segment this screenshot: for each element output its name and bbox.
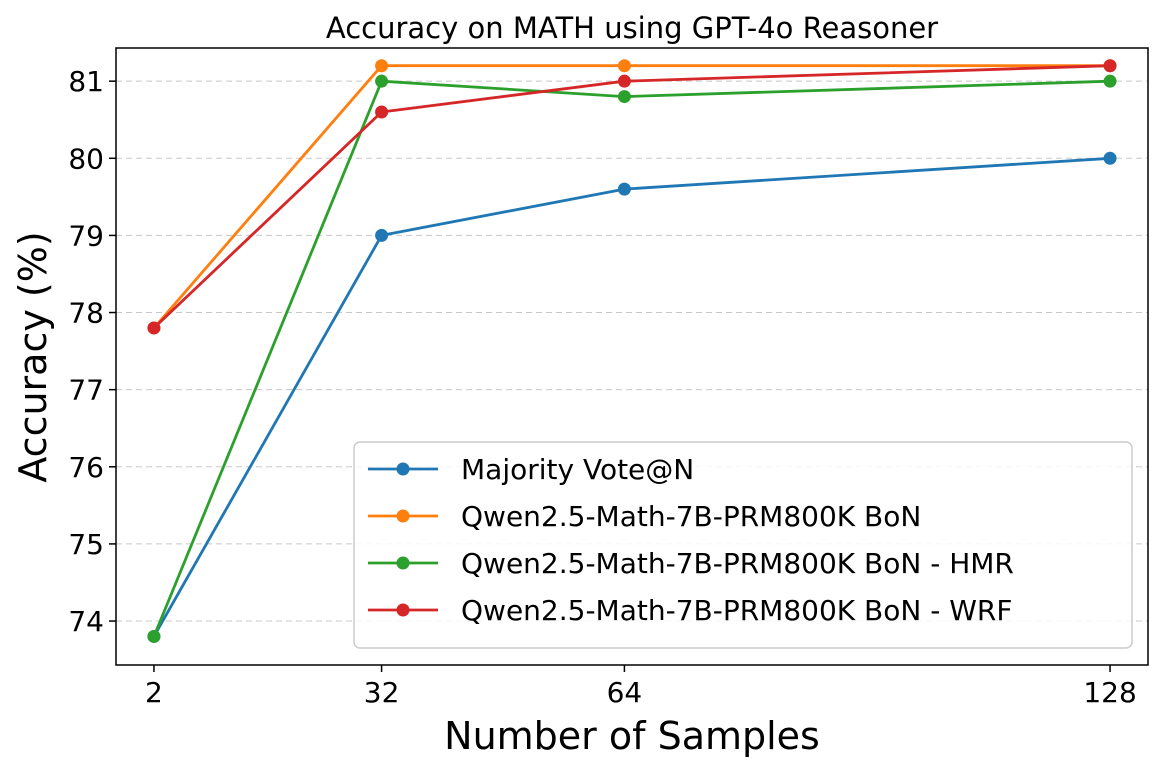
series-3-point bbox=[375, 74, 389, 88]
x-tick-label: 64 bbox=[607, 676, 643, 709]
series-2-point bbox=[375, 59, 389, 73]
y-tick-label: 76 bbox=[68, 451, 104, 484]
y-tick-label: 80 bbox=[68, 142, 104, 175]
y-axis-label: Accuracy (%) bbox=[11, 231, 55, 482]
x-tick-label: 2 bbox=[145, 676, 163, 709]
legend-marker-2 bbox=[396, 509, 410, 523]
series-1-point bbox=[617, 182, 631, 196]
legend-marker-1 bbox=[396, 462, 410, 476]
axis-ticks: 74 75 76 77 78 79 80 81 2 32 64 128 bbox=[68, 65, 1136, 709]
series-3-point bbox=[617, 90, 631, 104]
x-tick-label: 32 bbox=[364, 676, 400, 709]
legend-marker-4 bbox=[396, 603, 410, 617]
series-4-point bbox=[375, 105, 389, 119]
series-1-point bbox=[1103, 151, 1117, 165]
chart-title: Accuracy on MATH using GPT-4o Reasoner bbox=[326, 11, 938, 45]
series-line-3 bbox=[152, 79, 1111, 638]
y-tick-label: 75 bbox=[68, 528, 104, 561]
y-tick-label: 77 bbox=[68, 374, 104, 407]
x-tick-label: 128 bbox=[1083, 676, 1136, 709]
legend: Majority Vote@N Qwen2.5-Math-7B-PRM800K B… bbox=[353, 441, 1133, 649]
series-3-point bbox=[147, 629, 161, 643]
y-tick-label: 78 bbox=[68, 297, 104, 330]
series-4-point bbox=[617, 74, 631, 88]
legend-label-4: Qwen2.5-Math-7B-PRM800K BoN - WRF bbox=[461, 594, 1012, 627]
series-lines bbox=[147, 59, 1117, 643]
series-4-point bbox=[1103, 59, 1117, 73]
legend-label-1: Majority Vote@N bbox=[461, 453, 694, 486]
legend-label-3: Qwen2.5-Math-7B-PRM800K BoN - HMR bbox=[461, 547, 1014, 580]
y-tick-label: 81 bbox=[68, 65, 104, 98]
legend-label-2: Qwen2.5-Math-7B-PRM800K BoN bbox=[461, 500, 921, 533]
series-line-2 bbox=[152, 64, 1111, 329]
series-line-1 bbox=[152, 156, 1111, 638]
series-2-point bbox=[617, 59, 631, 73]
plot-area-frame bbox=[115, 47, 1149, 666]
legend-marker-3 bbox=[396, 556, 410, 570]
series-4-point bbox=[147, 321, 161, 335]
legend-box bbox=[353, 441, 1133, 649]
series-3-point bbox=[1103, 74, 1117, 88]
x-axis-label: Number of Samples bbox=[444, 714, 820, 758]
y-tick-label: 74 bbox=[68, 605, 104, 638]
y-tick-label: 79 bbox=[68, 219, 104, 252]
series-1-point bbox=[375, 228, 389, 242]
series-line-4 bbox=[152, 64, 1111, 330]
